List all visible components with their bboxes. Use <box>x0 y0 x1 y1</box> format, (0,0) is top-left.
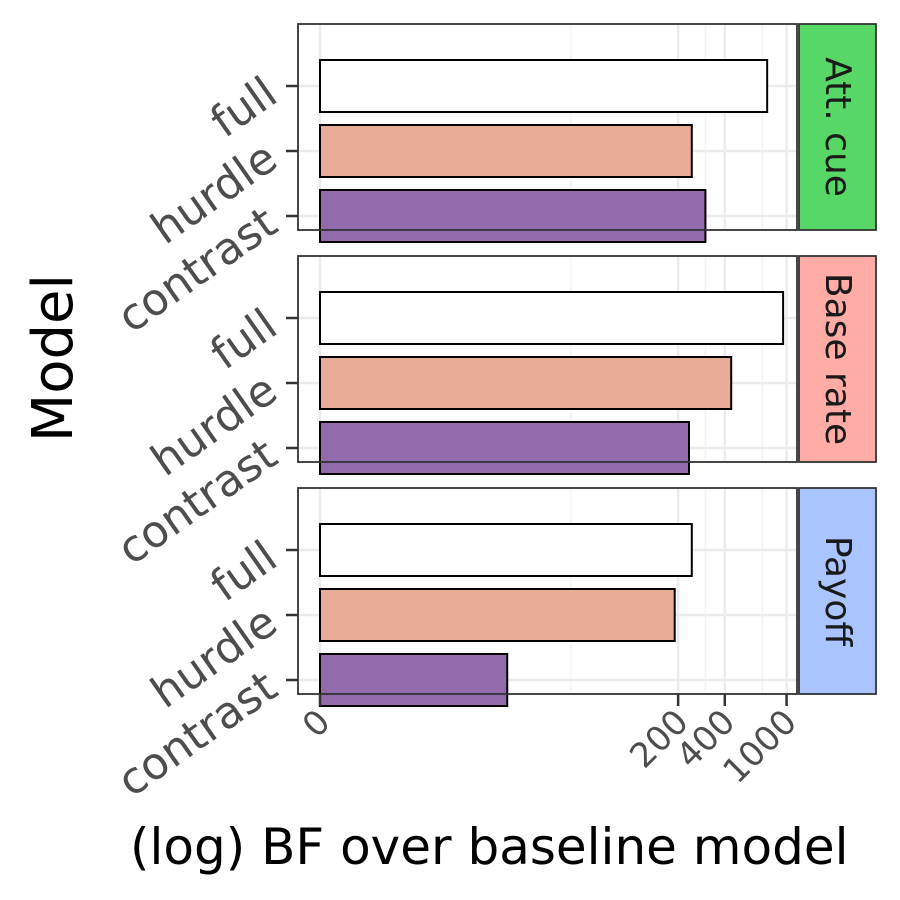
bar-contrast <box>319 189 707 243</box>
facet-strip-label: Base rate <box>817 273 858 445</box>
bar-full <box>319 291 785 345</box>
bar-contrast <box>319 421 690 475</box>
bar-full <box>319 59 769 113</box>
x-axis-title: (log) BF over baseline model <box>130 818 848 876</box>
facet-panel: Att. cue <box>297 23 877 243</box>
bar-full <box>319 523 693 577</box>
bar-hurdle <box>319 356 733 410</box>
facet-strip <box>798 487 877 695</box>
facet-panel: Payoff <box>297 487 877 707</box>
y-tick-label: full <box>201 299 286 380</box>
y-axis: fullhurdlecontrastfullhurdlecontrastfull… <box>108 67 298 807</box>
facet-strip-label: Payoff <box>817 536 858 647</box>
panel-border <box>297 23 798 231</box>
facet-strip <box>798 23 877 231</box>
x-tick-label: 1000 <box>715 702 804 791</box>
y-tick-label: full <box>201 531 286 612</box>
y-axis-title: Model <box>21 274 86 442</box>
bar-contrast <box>319 653 509 707</box>
x-tick-label: 0 <box>295 702 339 746</box>
facet-panel: Base rate <box>297 255 877 475</box>
bar-hurdle <box>319 124 693 178</box>
facet-strip <box>798 255 877 463</box>
panel-border <box>297 255 798 463</box>
facet-panels: Att. cue Base rate Payoff <box>297 23 877 707</box>
facet-strip-label: Att. cue <box>817 57 858 197</box>
y-tick-label: full <box>201 67 286 148</box>
bar-hurdle <box>319 588 676 642</box>
panel-border <box>297 487 798 695</box>
